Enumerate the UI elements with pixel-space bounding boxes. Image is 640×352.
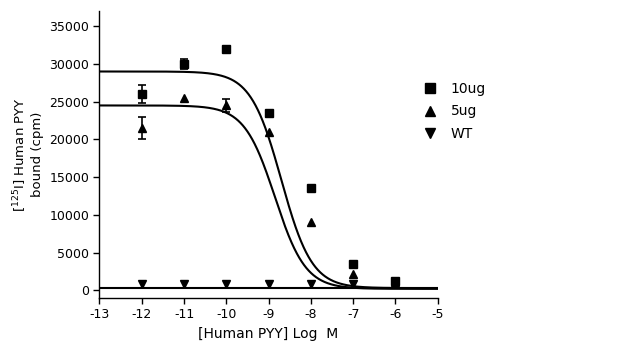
Legend: 10ug, 5ug, WT: 10ug, 5ug, WT <box>411 77 492 146</box>
Y-axis label: [$^{125}$I] Human PYY
bound (cpm): [$^{125}$I] Human PYY bound (cpm) <box>11 97 44 212</box>
X-axis label: [Human PYY] Log  M: [Human PYY] Log M <box>198 327 339 341</box>
